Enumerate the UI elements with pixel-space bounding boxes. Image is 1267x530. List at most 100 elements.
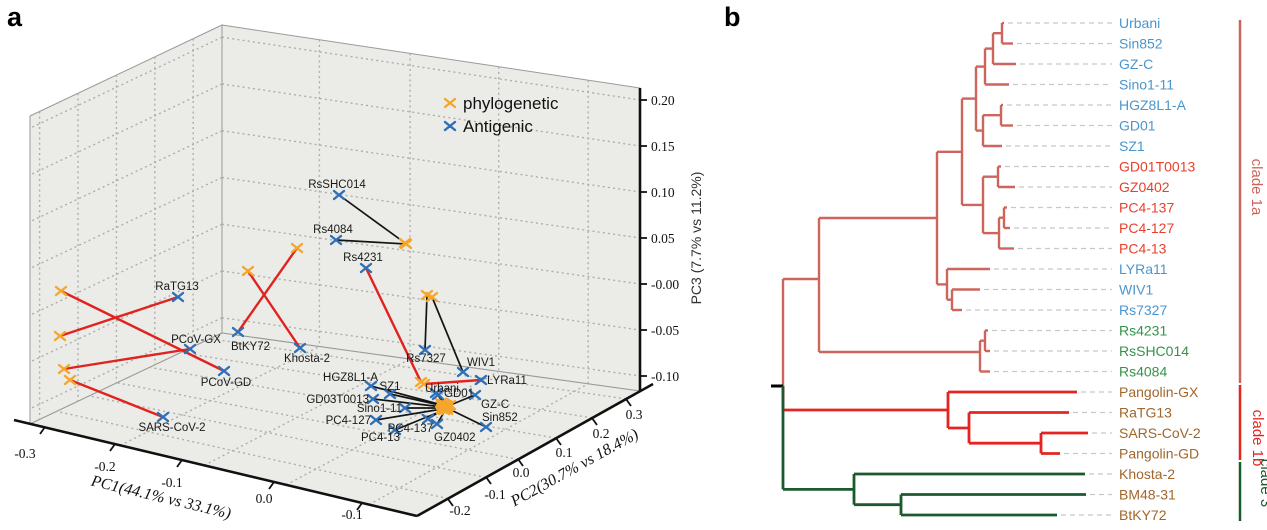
antigenic-marker-LYRa11 (474, 374, 488, 386)
pc1-tick-label: -0.2 (94, 459, 115, 474)
pc1-tick-mark (176, 459, 183, 468)
tree-leaf-PC4-137: PC4-137 (1119, 200, 1174, 216)
point-label-PC4-13: PC4-13 (361, 432, 400, 444)
point-label-PC4-127: PC4-127 (326, 415, 371, 427)
point-label-LYRa11: LYRa11 (487, 375, 527, 387)
panel-b-dendrogram: Urbani Sin852 GZ-C Sino1-11 HGZ8L1-A GD01 SZ1 G… (771, 15, 1267, 523)
legend-label-phylogenetic: phylogenetic (463, 94, 559, 113)
antigenic-marker-PCoV-GX (183, 343, 197, 355)
antigenic-marker-SARS-CoV-2 (156, 411, 170, 423)
grid-left-horizontal (29, 130, 223, 223)
point-label-GD01: GD01 (444, 388, 474, 400)
pc3-tick-label: -0.05 (651, 323, 679, 338)
antigenic-marker-WIV1 (456, 366, 470, 378)
pc1-tick-mark (356, 502, 363, 511)
point-label-SZ1: SZ1 (379, 381, 400, 393)
map-line-Rs4231 (364, 267, 423, 383)
pc1-tick-mark (109, 443, 116, 452)
phylogenetic-marker-LYRa11 (417, 378, 431, 390)
point-label-Sin852: Sin852 (482, 412, 518, 424)
map-line-BtKY72 (237, 247, 298, 333)
panel-b-label: b (724, 2, 741, 32)
pc2-tick-label: 0.3 (626, 407, 643, 422)
map-line-PC4-127 (375, 408, 443, 421)
point-label-Sino1-11: Sino1-11 (357, 403, 402, 415)
map-line-LYRa11 (423, 378, 482, 386)
pc3-axis-title: PC3 (7.7% vs 11.2%) (688, 172, 704, 305)
tree-leaf-GD01T0013: GD01T0013 (1119, 159, 1195, 175)
tree-leaf-Rs4231: Rs4231 (1119, 323, 1167, 339)
pane-right (221, 24, 641, 392)
grid-left-horizontal (29, 270, 223, 363)
pc1-axis-line (13, 418, 418, 518)
legend-label-Antigenic: Antigenic (463, 117, 533, 136)
grid-floor-pc1 (56, 410, 449, 500)
point-label-PCoV-GD: PCoV-GD (201, 377, 252, 389)
pc2-tick-label: 0.1 (556, 445, 573, 460)
phylogenetic-marker-PCoV-GX (57, 363, 71, 375)
phylogenetic-marker-WIV1 (425, 291, 439, 303)
antigenic-marker-GD03T0013 (366, 393, 380, 405)
antigenic-marker-GZ0402 (421, 413, 435, 425)
clade-label-clade 1b: clade 1b (1249, 410, 1266, 467)
antigenic-marker-SZ1 (383, 388, 397, 400)
antigenic-marker-Khosta-2 (293, 342, 307, 354)
pc2-tick-label: 0.0 (513, 465, 530, 480)
phylogenetic-marker-Rs4084 (399, 238, 413, 250)
panel-a-label: a (7, 2, 23, 32)
tree-leaf-Khosta-2: Khosta-2 (1119, 466, 1175, 482)
point-label-WIV1: WIV1 (467, 357, 495, 369)
antigenic-marker-BtKY72 (231, 326, 245, 338)
pc3-tick-label: 0.15 (651, 139, 675, 154)
map-line-HGZ8L1-A (370, 385, 443, 406)
tree-leaf-Rs7327: Rs7327 (1119, 302, 1167, 318)
tree-leaf-SARS-CoV-2: SARS-CoV-2 (1119, 425, 1201, 441)
pc1-tick-label: -0.1 (341, 507, 362, 522)
pc2-tick-mark (447, 498, 454, 507)
clade-label-clade 1a: clade 1a (1248, 159, 1265, 216)
point-label-Urbani: Urbani (425, 383, 459, 395)
antigenic-marker-PC4-127 (369, 414, 383, 426)
panel-a-pca-plot: -0.3 -0.2 -0.1 0.0 -0.1 -0.2 -0.1 0.0 0.1 0.2 0.3 0… (13, 24, 704, 523)
antigenic-marker-GZ-C (468, 389, 482, 401)
tree-leaf-BM48-31: BM48-31 (1119, 487, 1176, 503)
tree-leaf-GZ-C: GZ-C (1119, 56, 1153, 72)
pc2-tick-mark (591, 417, 598, 426)
tree-leaf-BtKY72: BtKY72 (1119, 507, 1167, 523)
tree-leaf-Pangolin-GD: Pangolin-GD (1119, 446, 1199, 462)
pc3-tick-label: -0.10 (651, 369, 679, 384)
map-line-RsSHC014 (338, 194, 406, 244)
tree-leaf-GD01: GD01 (1119, 118, 1156, 134)
map-line-WIV1 (431, 296, 464, 373)
grid-floor-pc2 (368, 383, 589, 506)
pc3-tick-label: 0.20 (651, 93, 675, 108)
antigenic-marker-GD01 (429, 387, 443, 399)
phylogenetic-marker-BtKY72 (290, 242, 304, 254)
antigenic-marker-PCoV-GD (217, 365, 231, 377)
point-label-GD03T0013: GD03T0013 (306, 394, 369, 406)
pc1-tick-label: 0.0 (256, 491, 273, 506)
pc2-tick-mark (625, 398, 632, 407)
pc2-tick-label: -0.2 (449, 503, 470, 518)
pc1-tick-label: -0.3 (14, 446, 36, 461)
phylogenetic-marker-cluster-1 (440, 404, 454, 416)
tree-leaf-GZ0402: GZ0402 (1119, 179, 1170, 195)
antigenic-marker-Rs4231 (359, 262, 373, 274)
pc2-axis-line (416, 382, 654, 518)
phylogenetic-marker-Khosta-2 (241, 265, 255, 277)
point-label-GZ-C: GZ-C (481, 399, 509, 411)
antigenic-marker-Rs4084 (329, 234, 343, 246)
tree-leaf-HGZ8L1-A: HGZ8L1-A (1119, 97, 1187, 113)
tree-leaf-Sino1-11: Sino1-11 (1119, 77, 1174, 93)
tree-leaf-Sin852: Sin852 (1119, 36, 1163, 52)
point-label-Rs4084: Rs4084 (313, 224, 353, 236)
map-line-Khosta-2 (247, 270, 301, 349)
clade-label-clade 3: clade 3 (1257, 459, 1267, 507)
antigenic-marker-PC4-13 (388, 424, 402, 436)
grid-floor-pc1 (180, 351, 593, 419)
tree-leaf-RaTG13: RaTG13 (1119, 405, 1172, 421)
antigenic-marker-Sin852 (479, 421, 493, 433)
point-label-Rs4231: Rs4231 (343, 252, 383, 264)
antigenic-marker-RsSHC014 (332, 189, 346, 201)
